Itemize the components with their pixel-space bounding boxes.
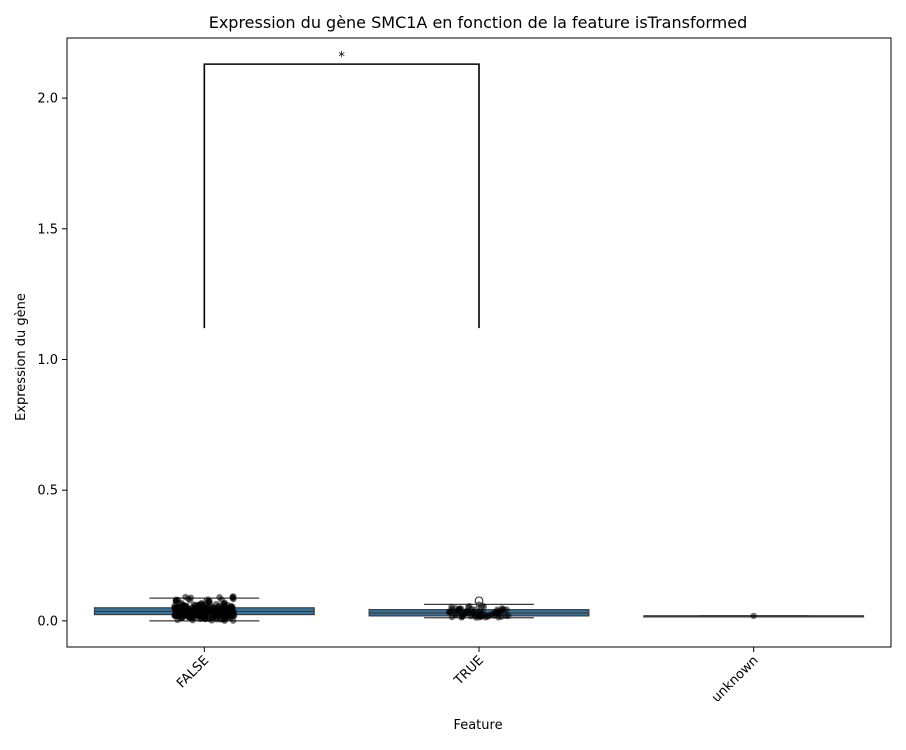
significance-bracket bbox=[203, 63, 480, 329]
data-point bbox=[215, 609, 222, 616]
data-point bbox=[463, 609, 471, 617]
data-point bbox=[189, 603, 196, 611]
data-point bbox=[230, 595, 237, 603]
data-point bbox=[452, 611, 459, 619]
data-point bbox=[484, 613, 492, 620]
data-point bbox=[231, 612, 238, 619]
data-point bbox=[198, 601, 205, 608]
data-point bbox=[220, 606, 227, 614]
plot-frame bbox=[66, 37, 892, 648]
data-point bbox=[201, 605, 208, 613]
y-tick-label: 0.0 bbox=[37, 614, 58, 629]
data-point bbox=[456, 605, 463, 612]
plot-area: 0.0 0.5 1.0 1.5 2.0 FALSE TRUE unknown * bbox=[37, 37, 892, 706]
x-tick-label: FALSE bbox=[174, 653, 212, 691]
outlier-point bbox=[474, 596, 484, 606]
y-tick-label: 1.0 bbox=[37, 353, 58, 368]
data-point bbox=[220, 614, 228, 621]
x-tick-label: TRUE bbox=[451, 653, 487, 689]
significance-label: * bbox=[338, 50, 345, 65]
data-point bbox=[448, 605, 455, 613]
data-point bbox=[173, 597, 180, 604]
y-tick-label: 0.5 bbox=[37, 484, 58, 499]
y-tick-label: 2.0 bbox=[37, 92, 58, 107]
data-point bbox=[505, 612, 512, 620]
y-axis-label: Expression du gène bbox=[14, 293, 29, 421]
data-point bbox=[196, 611, 204, 618]
data-point bbox=[493, 610, 501, 617]
data-point bbox=[466, 603, 473, 610]
data-point bbox=[503, 606, 510, 613]
data-point bbox=[185, 595, 192, 602]
y-tick-label: 1.5 bbox=[37, 222, 58, 237]
data-point bbox=[183, 607, 190, 614]
data-point bbox=[750, 612, 757, 620]
data-point bbox=[216, 594, 223, 601]
data-point bbox=[213, 600, 220, 608]
data-point bbox=[476, 611, 483, 619]
data-point bbox=[194, 606, 201, 613]
x-axis-label: Feature bbox=[453, 718, 502, 733]
chart-title: Expression du gène SMC1A en fonction de … bbox=[209, 13, 748, 32]
data-point bbox=[228, 604, 235, 611]
data-point bbox=[171, 612, 179, 619]
x-tick-label: unknown bbox=[709, 653, 761, 705]
